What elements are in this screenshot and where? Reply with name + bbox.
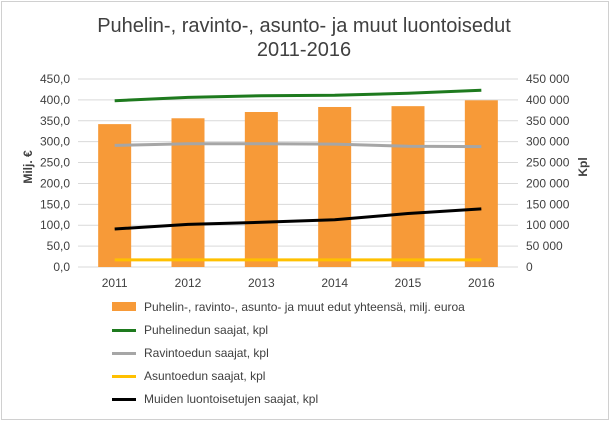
series-line <box>114 207 482 231</box>
y-right-tick-label: 250 000 <box>526 156 570 170</box>
y-left-tick-label: 400,0 <box>40 93 70 107</box>
legend-swatch <box>112 302 136 311</box>
legend-label: Muiden luontoisetujen saajat, kpl <box>144 392 319 406</box>
legend-swatch <box>112 398 136 401</box>
series-line <box>114 142 482 149</box>
bar <box>98 124 132 268</box>
x-tick-label: 2011 <box>102 276 128 290</box>
y-right-tick-label: 100 000 <box>526 218 570 232</box>
legend-item: Ravintoedun saajat, kpl <box>112 344 532 364</box>
y-left-tick-label: 100,0 <box>40 218 70 232</box>
y-right-tick-label: 400 000 <box>526 93 570 107</box>
x-tick-label: 2012 <box>175 276 202 290</box>
legend-item: Asuntoedun saajat, kpl <box>112 367 532 387</box>
bar <box>244 112 278 267</box>
chart-subtitle: 2011-2016 <box>256 39 352 61</box>
bar <box>318 106 352 267</box>
legend-label: Asuntoedun saajat, kpl <box>144 369 266 383</box>
y-left-tick-label: 0,0 <box>53 260 70 274</box>
y-right-tick-label: 450 000 <box>526 72 570 86</box>
chart-title: Puhelin-, ravinto-, asunto- ja muut luon… <box>97 15 511 37</box>
bar <box>391 106 425 268</box>
y-right-tick-label: 350 000 <box>526 114 570 128</box>
y-right-tick-label: 0 <box>526 260 533 274</box>
y-left-tick-label: 350,0 <box>40 114 70 128</box>
legend-item: Puhelin-, ravinto-, asunto- ja muut edut… <box>112 298 532 318</box>
y-left-tick-label: 300,0 <box>40 135 70 149</box>
legend-item: Muiden luontoisetujen saajat, kpl <box>112 390 532 410</box>
x-tick-label: 2015 <box>395 276 422 290</box>
x-tick-label: 2013 <box>248 276 275 290</box>
y-left-tick-label: 450,0 <box>40 72 70 86</box>
y-left-tick-label: 150,0 <box>40 197 70 211</box>
y-right-tick-label: 150 000 <box>526 197 570 211</box>
y-right-tick-label: 300 000 <box>526 135 570 149</box>
legend-swatch <box>112 375 136 378</box>
legend-item: Puhelinedun saajat, kpl <box>112 321 532 341</box>
x-tick-label: 2016 <box>468 276 495 290</box>
x-tick-label: 2014 <box>321 276 348 290</box>
legend-label: Ravintoedun saajat, kpl <box>144 346 269 360</box>
series-line <box>114 88 482 103</box>
y-right-tick-label: 200 000 <box>526 176 570 190</box>
legend-label: Puhelin-, ravinto-, asunto- ja muut edut… <box>144 300 465 314</box>
y-left-tick-label: 50,0 <box>47 239 71 253</box>
legend-swatch <box>112 352 136 355</box>
y-left-tick-label: 200,0 <box>40 176 70 190</box>
legend-swatch <box>112 329 136 332</box>
legend-label: Puhelinedun saajat, kpl <box>144 323 269 337</box>
y-right-tick-label: 50 000 <box>526 239 563 253</box>
y-left-tick-label: 250,0 <box>40 156 70 170</box>
bar <box>171 118 205 267</box>
bar <box>464 100 498 267</box>
